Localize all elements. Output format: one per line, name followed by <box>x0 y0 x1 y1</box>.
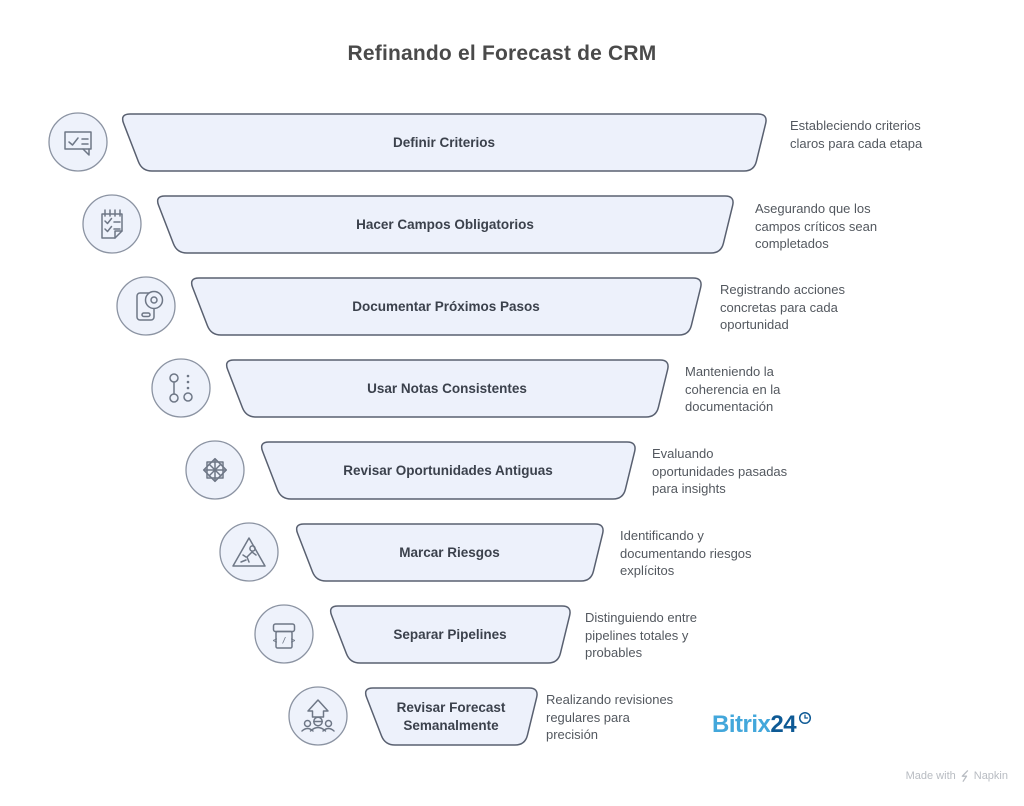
funnel-bar <box>121 113 767 172</box>
stage-label: Usar Notas Consistentes <box>367 380 527 396</box>
stage-label: Separar Pipelines <box>393 626 507 642</box>
funnel-bar <box>295 523 604 582</box>
notepad-checklist-icon <box>82 194 142 254</box>
stage-label: Definir Criterios <box>392 134 496 150</box>
stage-label: Documentar Próximos Pasos <box>352 298 540 314</box>
stage-description: Distinguiendo entre pipelines totales y … <box>585 610 698 660</box>
stage-label: Revisar Forecast Semanalmente <box>396 699 506 733</box>
page-title: Refinando el Forecast de CRM <box>347 42 657 65</box>
stage-description: Evaluando oportunidades pasadas para ins… <box>652 446 788 496</box>
pinwheel-icon <box>185 440 245 500</box>
chat-check-icon <box>48 112 108 172</box>
napkin-watermark: Made with Napkin <box>906 770 1008 782</box>
funnel-bar <box>364 687 538 746</box>
funnel-bar <box>156 195 734 254</box>
stage-description: Manteniendo la coherencia en la document… <box>685 364 781 414</box>
funnel-bar <box>190 277 702 336</box>
stage-description: Identificando y documentando riesgos exp… <box>620 528 752 578</box>
stage-description: Registrando acciones concretas para cada… <box>720 282 846 332</box>
funnel-bar <box>260 441 636 500</box>
stage-label: Hacer Campos Obligatorios <box>356 216 534 232</box>
watermark-prefix: Made with <box>905 770 956 782</box>
team-growth-icon <box>288 686 348 746</box>
bitrix-logo-24: 24 <box>770 711 797 738</box>
stage-description: Estableciendo criterios claros para cada… <box>790 118 923 151</box>
napkin-logo-icon <box>961 770 968 782</box>
watermark-suffix: Napkin <box>973 770 1008 782</box>
code-box-icon: < / > <box>254 604 314 664</box>
timeline-nodes-icon <box>151 358 211 418</box>
hazard-triangle-icon <box>219 522 279 582</box>
stage-description: Realizando revisiones regulares para pre… <box>546 692 674 742</box>
funnel-bar <box>225 359 669 418</box>
stage-label: Marcar Riesgos <box>399 544 500 560</box>
funnel-bar <box>329 605 571 664</box>
bitrix-logo-text: Bitrix <box>712 711 771 738</box>
stage-description: Asegurando que los campos críticos sean … <box>755 201 878 251</box>
stage-label: Revisar Oportunidades Antiguas <box>343 462 553 478</box>
clock-icon <box>799 711 812 725</box>
phone-record-icon <box>116 276 176 336</box>
bitrix24-logo: Bitrix24 <box>712 711 812 739</box>
svg-text:< / >: < / > <box>273 636 296 645</box>
